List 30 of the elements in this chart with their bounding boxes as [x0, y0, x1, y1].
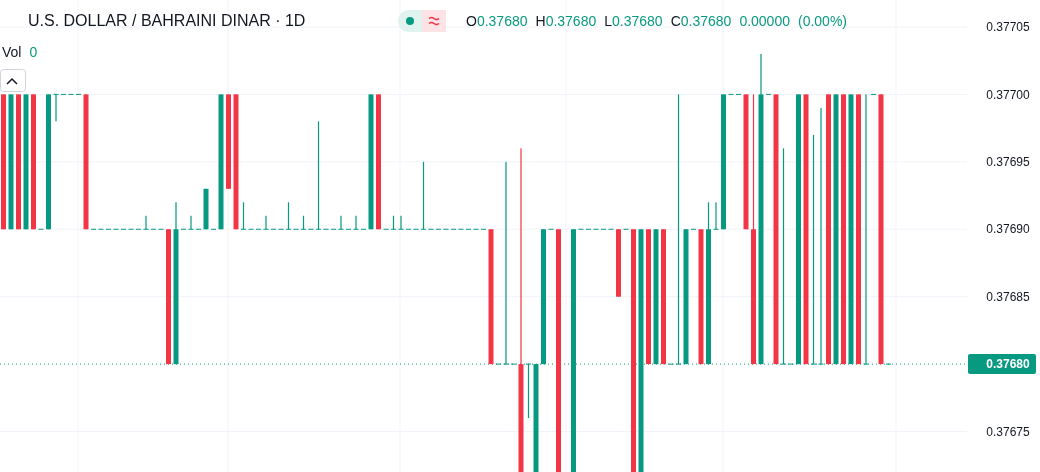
- y-tick-label: 0.37700: [986, 87, 1031, 102]
- y-tick-label: 0.37685: [986, 289, 1031, 304]
- annotation: Vol 0: [2, 44, 38, 60]
- candlestick: [218, 94, 224, 230]
- candlestick: [83, 94, 89, 230]
- candlestick: [263, 215, 269, 230]
- candlestick: [713, 202, 719, 230]
- y-tick-label: 0.37695: [986, 155, 1031, 170]
- candlestick: [233, 94, 239, 230]
- candlestick: [743, 94, 749, 230]
- candlestick: [143, 215, 149, 230]
- candlestick: [878, 94, 884, 365]
- candlestick: [23, 94, 29, 230]
- candlestick: [803, 94, 809, 365]
- y-tick-label: 0.37675: [986, 424, 1031, 439]
- candlestick: [338, 215, 344, 230]
- y-tick-label: 0.37705: [986, 20, 1031, 35]
- candlestick: [203, 188, 209, 230]
- text: U.S. DOLLAR / BAHRAINI DINAR · 1D: [28, 12, 306, 29]
- candlestick: [488, 229, 494, 365]
- candlestick: [773, 94, 779, 365]
- candlestick: [188, 215, 194, 230]
- ref-line-label: 0.37680: [986, 357, 1031, 372]
- candlestick: [353, 215, 359, 230]
- candlestick: [698, 229, 704, 365]
- candlestick: [398, 215, 404, 230]
- text: O0.37680 H0.37680 L0.37680 C0.37680 0.00000 (0.00%): [466, 13, 848, 29]
- candlestick: [8, 94, 14, 230]
- candlestick: [368, 94, 374, 230]
- y-tick-label: 0.37690: [986, 222, 1031, 237]
